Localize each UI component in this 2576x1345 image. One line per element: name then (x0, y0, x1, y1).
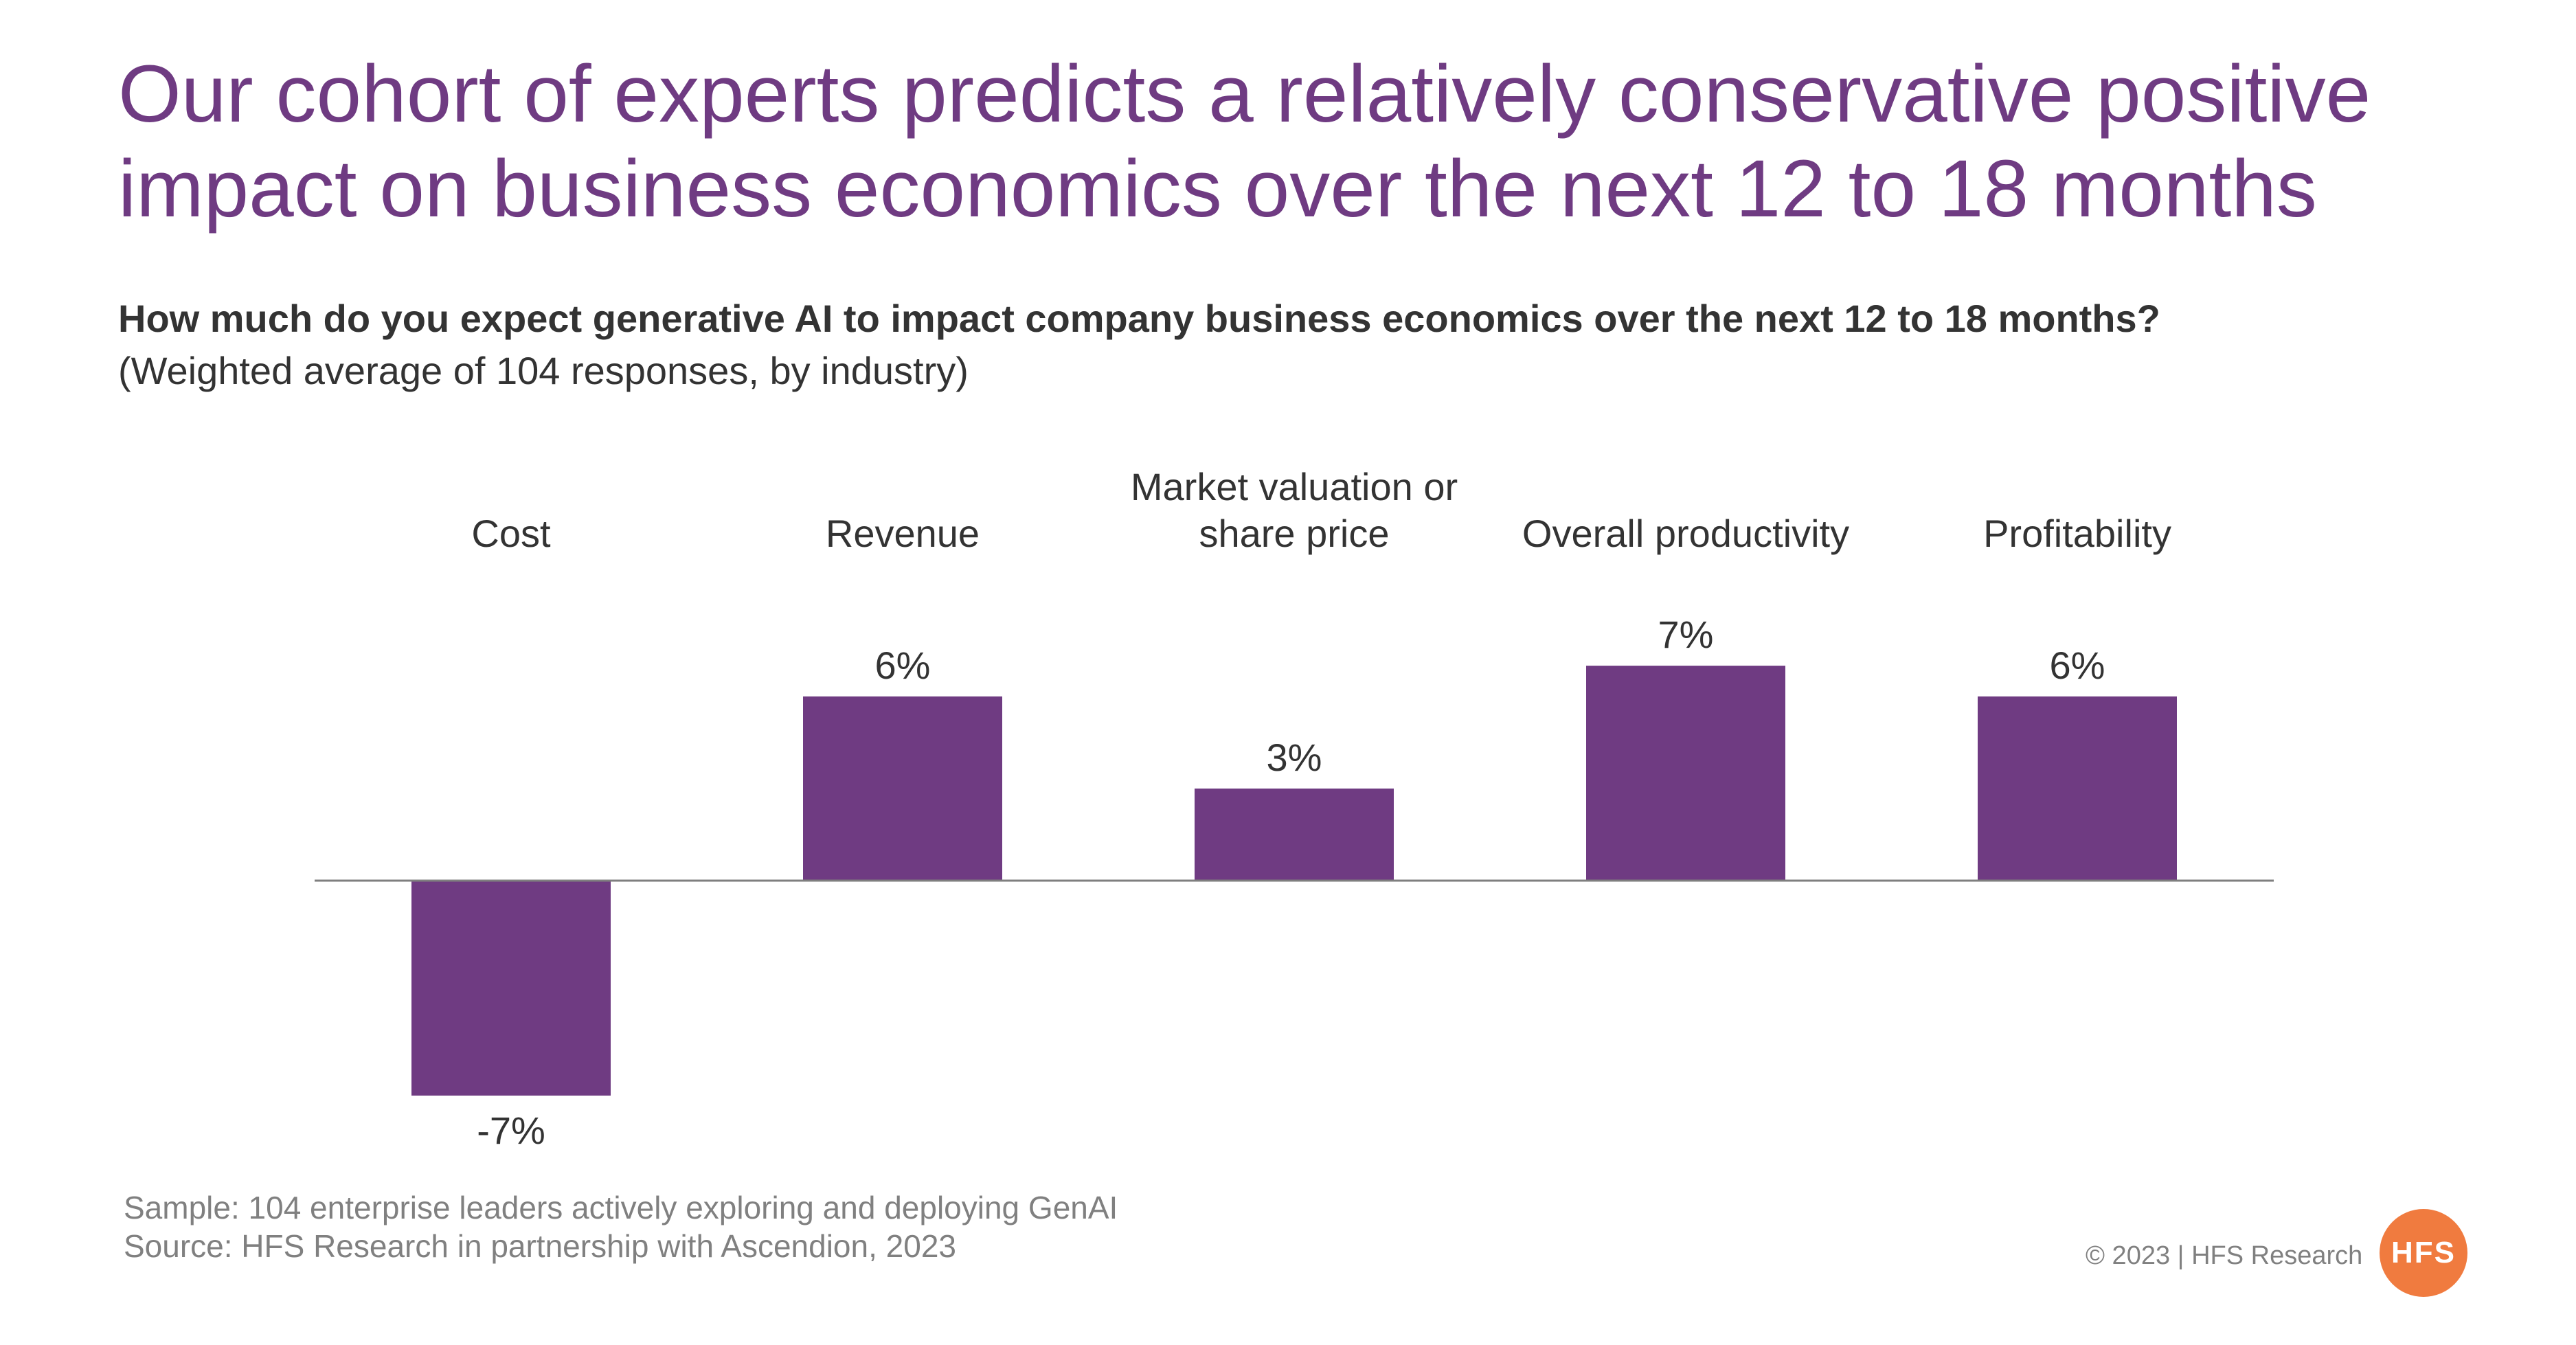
source-note: Source: HFS Research in partnership with… (124, 1228, 956, 1264)
survey-subtitle: (Weighted average of 104 responses, by i… (118, 349, 969, 392)
bar-0 (411, 881, 611, 1096)
value-label-2: 3% (1267, 736, 1322, 779)
hfs-logo: HFS (2380, 1209, 2467, 1297)
value-label-3: 7% (1658, 613, 1714, 656)
survey-question: How much do you expect generative AI to … (118, 297, 2160, 340)
category-label-1: Revenue (826, 512, 980, 555)
category-label-2: Market valuation or share price (1131, 465, 1458, 555)
category-label-0: Cost (471, 512, 551, 555)
bar-2 (1195, 788, 1394, 881)
category-label-4: Profitability (1983, 512, 2171, 555)
bar-3 (1586, 666, 1785, 881)
sample-note: Sample: 104 enterprise leaders actively … (124, 1190, 1118, 1225)
copyright-text: © 2023 | HFS Research (2086, 1241, 2363, 1270)
bar-4 (1978, 696, 2177, 881)
page-title: Our cohort of experts predicts a relativ… (118, 49, 2371, 234)
logo-text: HFS (2391, 1236, 2456, 1269)
category-label-3: Overall productivity (1522, 512, 1849, 555)
value-label-4: 6% (2050, 644, 2105, 687)
value-label-0: -7% (477, 1109, 545, 1152)
bar-1 (803, 696, 1002, 881)
value-label-1: 6% (875, 644, 931, 687)
